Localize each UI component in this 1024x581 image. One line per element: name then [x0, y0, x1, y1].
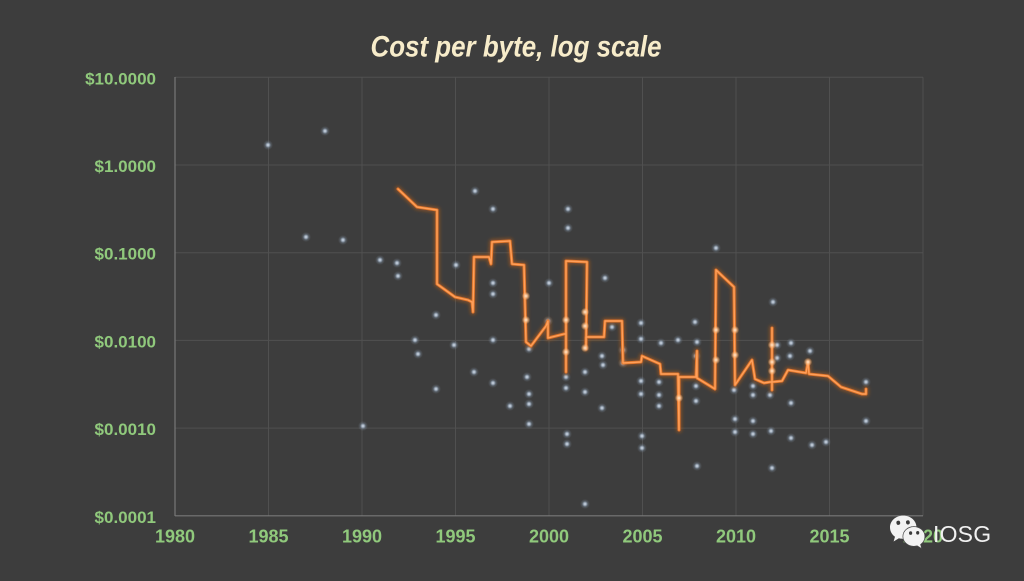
svg-text:IOSG: IOSG — [933, 521, 991, 547]
svg-text:2000: 2000 — [529, 527, 569, 547]
svg-text:$1.0000: $1.0000 — [95, 157, 156, 176]
svg-text:1990: 1990 — [342, 527, 382, 547]
svg-text:2015: 2015 — [809, 527, 849, 547]
svg-text:$0.1000: $0.1000 — [95, 245, 156, 264]
svg-text:Cost per byte, log scale: Cost per byte, log scale — [371, 31, 662, 64]
svg-text:$0.0001: $0.0001 — [95, 508, 156, 527]
svg-text:$0.0010: $0.0010 — [95, 420, 156, 439]
svg-text:1985: 1985 — [248, 527, 288, 547]
svg-text:$10.0000: $10.0000 — [85, 69, 156, 88]
svg-text:1980: 1980 — [155, 527, 195, 547]
svg-text:2010: 2010 — [716, 527, 756, 547]
svg-text:1995: 1995 — [435, 527, 475, 547]
svg-text:2005: 2005 — [622, 527, 662, 547]
svg-text:$0.0100: $0.0100 — [95, 332, 156, 351]
